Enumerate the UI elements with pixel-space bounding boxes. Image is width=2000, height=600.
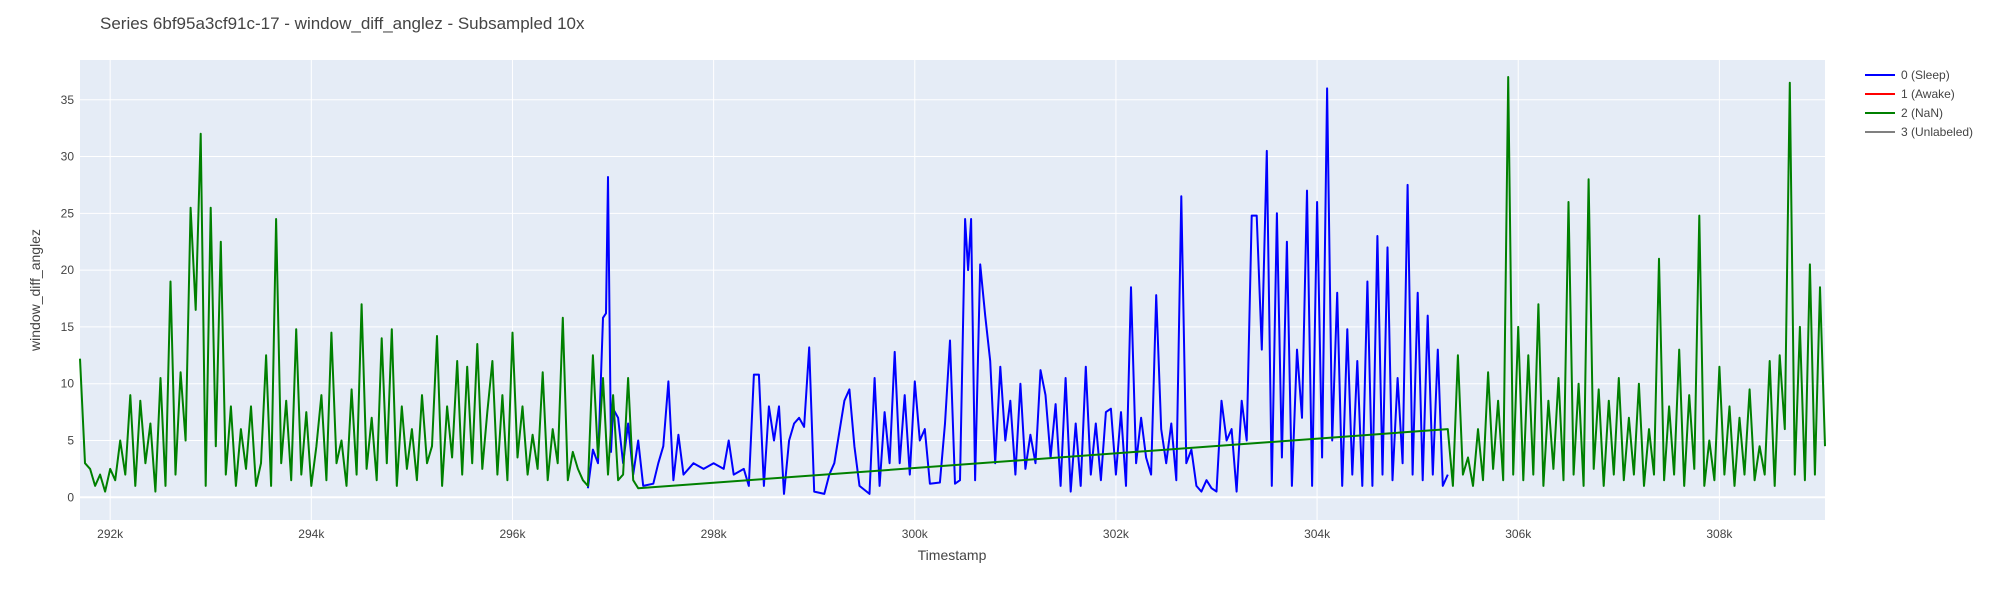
x-tick-label: 308k xyxy=(1706,527,1733,541)
x-tick-label: 306k xyxy=(1505,527,1532,541)
legend-item[interactable]: 3 (Unlabeled) xyxy=(1865,125,1973,139)
x-tick-label: 304k xyxy=(1304,527,1331,541)
y-tick-label: 10 xyxy=(61,377,75,391)
x-tick-label: 300k xyxy=(902,527,929,541)
legend: 0 (Sleep) 1 (Awake) 2 (NaN) 3 (Unlabeled) xyxy=(1865,68,1973,139)
x-tick-label: 292k xyxy=(97,527,124,541)
y-tick-label: 35 xyxy=(61,93,75,107)
y-tick-label: 0 xyxy=(67,490,74,504)
y-tick-label: 30 xyxy=(61,150,75,164)
series-lines xyxy=(79,76,1826,495)
y-tick-label: 25 xyxy=(61,206,75,220)
gridlines xyxy=(80,60,1825,520)
y-axis-ticks: 0 5 10 15 20 25 30 35 xyxy=(61,93,75,505)
x-tick-label: 302k xyxy=(1103,527,1130,541)
y-tick-label: 5 xyxy=(67,433,74,447)
y-tick-label: 15 xyxy=(61,320,75,334)
legend-label: 2 (NaN) xyxy=(1901,106,1943,120)
legend-item[interactable]: 1 (Awake) xyxy=(1865,87,1955,101)
series-line xyxy=(586,87,1449,495)
x-tick-label: 298k xyxy=(701,527,728,541)
legend-item[interactable]: 0 (Sleep) xyxy=(1865,68,1950,82)
y-tick-label: 20 xyxy=(61,263,75,277)
chart-title: Series 6bf95a3cf91c-17 - window_diff_ang… xyxy=(100,14,585,33)
x-tick-label: 296k xyxy=(499,527,526,541)
x-tick-label: 294k xyxy=(298,527,325,541)
legend-label: 0 (Sleep) xyxy=(1901,68,1950,82)
x-axis-title: Timestamp xyxy=(918,547,987,563)
legend-label: 3 (Unlabeled) xyxy=(1901,125,1973,139)
y-axis-title: window_diff_anglez xyxy=(27,229,43,352)
legend-label: 1 (Awake) xyxy=(1901,87,1955,101)
x-axis-ticks: 292k 294k 296k 298k 300k 302k 304k 306k 308k xyxy=(97,527,1733,541)
series-line xyxy=(79,76,1826,493)
legend-item[interactable]: 2 (NaN) xyxy=(1865,106,1943,120)
